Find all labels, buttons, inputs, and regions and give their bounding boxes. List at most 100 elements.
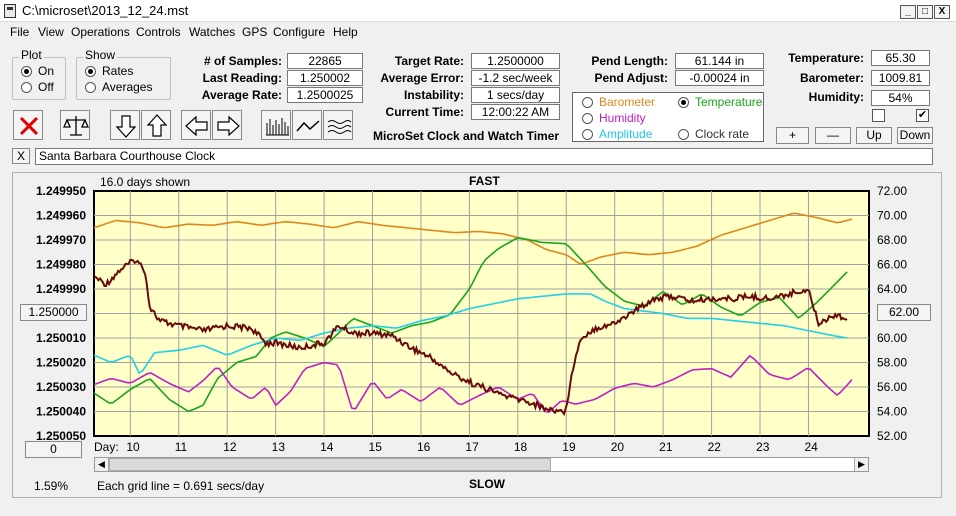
checkbox-left[interactable] — [872, 109, 885, 122]
show-rates-label: Rates — [102, 64, 134, 78]
left-tick-label: 1.250010 — [36, 331, 86, 345]
x-tick-label: 21 — [659, 440, 673, 454]
arrow-right-icon — [217, 115, 240, 137]
grid-note: Each grid line = 0.691 secs/day — [97, 479, 265, 493]
clock-rate-radio[interactable] — [678, 129, 689, 140]
plot-group-title: Plot — [19, 48, 44, 62]
series-temperature — [93, 237, 848, 413]
menu-view[interactable]: View — [38, 25, 64, 39]
current-time-label: Current Time: — [385, 105, 464, 119]
scale-plus-button[interactable]: + — [776, 127, 809, 144]
balance-button[interactable] — [60, 110, 90, 140]
x-tick-label: 12 — [223, 440, 237, 454]
right-arrow-button[interactable] — [212, 110, 242, 140]
target-rate-value[interactable]: 1.2500000 — [471, 53, 560, 69]
scroll-down-button[interactable]: Down — [897, 127, 933, 144]
plot-off-radio[interactable] — [21, 82, 32, 93]
app-icon — [4, 4, 16, 18]
barometer-radio[interactable] — [582, 97, 593, 108]
scroll-thumb[interactable] — [109, 458, 551, 471]
right-tick-label: 66.00 — [877, 258, 907, 272]
percent-label: 1.59% — [34, 479, 69, 493]
window-title: C:\microset\2013_12_24.mst — [22, 3, 189, 18]
humidity-radio[interactable] — [582, 113, 593, 124]
menu-controls[interactable]: Controls — [136, 25, 181, 39]
up-arrow-button[interactable] — [141, 110, 171, 140]
title-bar: C:\microset\2013_12_24.mst _ □ X — [0, 0, 956, 22]
show-group-title: Show — [83, 48, 118, 62]
pend-adjust-label: Pend Adjust: — [594, 71, 668, 85]
clock-rate-option[interactable]: Clock rate — [695, 127, 750, 141]
amplitude-radio[interactable] — [582, 129, 593, 140]
menu-help[interactable]: Help — [333, 25, 358, 39]
barometer-option[interactable]: Barometer — [599, 95, 656, 109]
scroll-right-icon[interactable]: ▶ — [854, 458, 868, 471]
fast-label: FAST — [469, 174, 500, 188]
left-axis-value-button[interactable]: 1.250000 — [20, 304, 87, 321]
plot-on-radio[interactable] — [21, 66, 32, 77]
x-tick-label: 23 — [756, 440, 770, 454]
right-axis-value-button[interactable]: 62.00 — [877, 304, 931, 321]
wave-icon — [327, 120, 352, 134]
amplitude-option[interactable]: Amplitude — [599, 127, 653, 141]
maximize-button[interactable]: □ — [917, 5, 933, 19]
wave-view-button[interactable] — [323, 110, 353, 140]
down-arrow-button[interactable] — [110, 110, 140, 140]
temperature-option[interactable]: Temperature — [695, 95, 763, 109]
barometer-value: 1009.81 — [871, 70, 930, 86]
temperature-radio[interactable] — [678, 97, 689, 108]
right-tick-label: 70.00 — [877, 209, 907, 223]
left-tick-label: 1.250030 — [36, 380, 86, 394]
average-error-value: -1.2 sec/week — [471, 70, 560, 86]
minimize-button[interactable]: _ — [900, 5, 916, 19]
right-tick-label: 58.00 — [877, 356, 907, 370]
x-tick-label: 22 — [708, 440, 722, 454]
scroll-left-icon[interactable]: ◀ — [95, 458, 109, 471]
horizontal-scrollbar[interactable]: ◀ ▶ — [94, 457, 869, 472]
right-tick-label: 64.00 — [877, 282, 907, 296]
pend-length-value: 61.144 in — [675, 53, 764, 69]
show-averages-label: Averages — [102, 80, 153, 94]
left-tick-label: 1.250040 — [36, 405, 86, 419]
watch-close-button[interactable]: X — [12, 148, 30, 164]
menu-gps[interactable]: GPS — [242, 25, 268, 39]
show-rates-radio[interactable] — [85, 66, 96, 77]
menu-configure[interactable]: Configure — [273, 25, 326, 39]
left-tick-label: 1.249970 — [36, 233, 86, 247]
humidity-option[interactable]: Humidity — [599, 111, 646, 125]
right-tick-label: 60.00 — [877, 331, 907, 345]
menu-file[interactable]: File — [10, 25, 30, 39]
show-group — [76, 57, 171, 100]
x-tick-label: 15 — [369, 440, 383, 454]
x-tick-label: 14 — [320, 440, 334, 454]
menu-watches[interactable]: Watches — [189, 25, 236, 39]
left-tick-label: 1.249960 — [36, 209, 86, 223]
x-tick-label: 13 — [272, 440, 286, 454]
right-tick-label: 56.00 — [877, 380, 907, 394]
bar-view-button[interactable] — [261, 110, 291, 140]
plot-on-label: On — [38, 64, 55, 78]
pend-length-label: Pend Length: — [591, 54, 668, 68]
left-arrow-button[interactable] — [181, 110, 211, 140]
scroll-position-button[interactable]: 0 — [25, 441, 82, 458]
series-humidity — [93, 354, 853, 414]
scale-minus-button[interactable]: — — [815, 127, 851, 144]
days-shown-label: 16.0 days shown — [100, 175, 191, 189]
close-button[interactable]: X — [934, 5, 950, 19]
series-amplitude — [93, 293, 848, 375]
series-barometer — [93, 212, 853, 265]
arrow-down-icon — [115, 115, 137, 138]
sensor-select-panel — [572, 92, 764, 142]
menu-operations[interactable]: Operations — [71, 25, 130, 39]
last-reading-label: Last Reading: — [202, 71, 282, 85]
average-rate-value: 1.2500025 — [287, 87, 363, 103]
line-view-button[interactable] — [292, 110, 322, 140]
x-tick-label: 16 — [417, 440, 431, 454]
watch-name-field[interactable]: Santa Barbara Courthouse Clock — [35, 148, 933, 165]
scroll-up-button[interactable]: Up — [856, 127, 892, 144]
clear-button[interactable] — [13, 110, 43, 140]
left-tick-label: 1.249990 — [36, 282, 86, 296]
checkbox-right[interactable]: ✔ — [916, 109, 929, 122]
show-averages-radio[interactable] — [85, 82, 96, 93]
x-tick-label: 11 — [175, 440, 188, 454]
